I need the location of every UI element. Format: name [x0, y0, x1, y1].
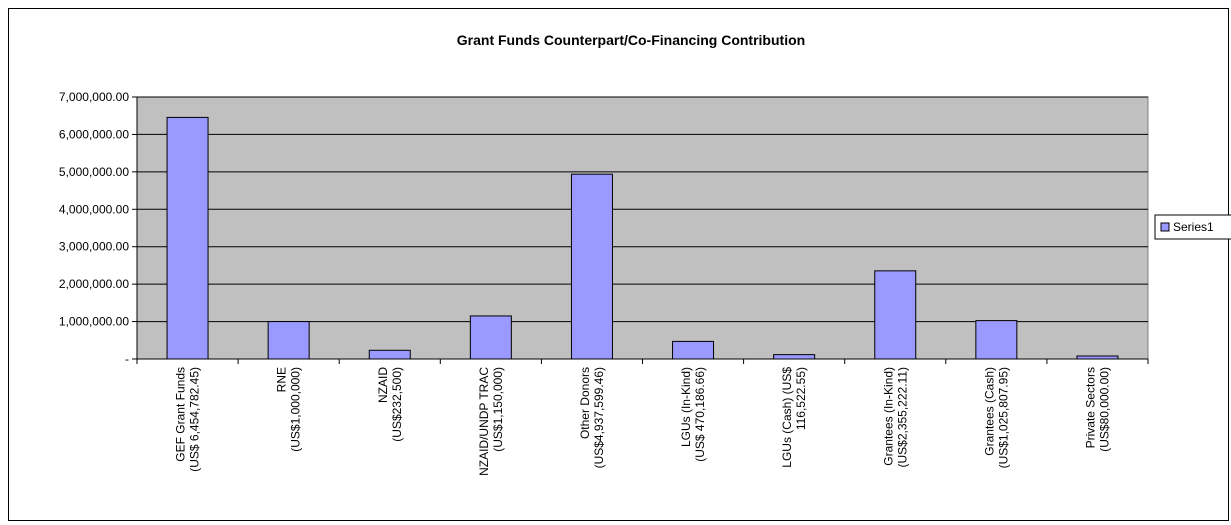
legend-label: Series1 [1173, 220, 1214, 234]
x-category-label-line: Other Donors [578, 367, 592, 439]
x-category-label-line: (US$ 6,454,782.45) [188, 367, 202, 472]
x-category-label-line: (US$80,000.00) [1097, 367, 1111, 452]
y-tick-label: 7,000,000.00 [59, 90, 129, 104]
x-category-label-line: (US$ 470,186.66) [693, 367, 707, 462]
x-category-label: Private Sectors (US$80,000.00) [1083, 367, 1111, 452]
x-category-label: NZAID (US$232,500) [376, 367, 404, 442]
x-category-label: GEF Grant Funds (US$ 6,454,782.45) [174, 367, 202, 472]
bar [773, 354, 816, 360]
x-category-label-line: (US$1,000,000) [289, 367, 303, 452]
x-category-label: NZAID/UNDP TRAC (US$1,150,000) [477, 367, 505, 476]
y-tick-label: 3,000,000.00 [59, 240, 129, 254]
bar [672, 340, 715, 360]
x-category-label-line: (US$4,937,599.46) [592, 367, 606, 468]
y-tick-label: 1,000,000.00 [59, 315, 129, 329]
bar [1076, 355, 1119, 360]
x-category-label-line: Grantees (Cash) [982, 367, 996, 456]
chart-title: Grant Funds Counterpart/Co-Financing Con… [457, 32, 805, 48]
x-category-label-line: LGUs (In-Kind) [679, 367, 693, 447]
x-category-label-line: Private Sectors [1083, 367, 1097, 448]
x-category-label-line: (US$1,025,807.95) [996, 367, 1010, 468]
plot-background [136, 96, 1149, 360]
x-category-label-line: LGUs (Cash) (US$ [780, 367, 794, 468]
bar [166, 116, 209, 360]
x-category-label-line: (US$2,355,222.11) [895, 367, 909, 468]
x-category-label-line: (US$232,500) [390, 367, 404, 442]
y-tick-label: 2,000,000.00 [59, 277, 129, 291]
bar [975, 320, 1018, 360]
x-category-label-line: NZAID [376, 367, 390, 403]
x-category-label: LGUs (In-Kind) (US$ 470,186.66) [679, 367, 707, 462]
x-category-label-line: (US$1,150,000) [491, 367, 505, 452]
y-tick-label: 5,000,000.00 [59, 165, 129, 179]
y-tick-label: - [125, 352, 129, 366]
x-category-label-line: GEF Grant Funds [174, 367, 188, 462]
x-category-label: Grantees (Cash) (US$1,025,807.95) [982, 367, 1010, 468]
x-category-label-line: 116,522.55) [794, 367, 808, 430]
plot-area: - 1,000,000.00 2,000,000.00 3,000,000.00 4,0… [59, 90, 1149, 476]
x-category-label-line: RNE [275, 367, 289, 392]
bar [469, 315, 512, 360]
legend-swatch [1160, 222, 1170, 232]
x-category-label: Other Donors (US$4,937,599.46) [578, 367, 606, 468]
legend: Series1 [1154, 214, 1231, 240]
bar [267, 321, 310, 360]
bar [368, 349, 411, 360]
x-category-label-line: Grantees (In-Kind) [881, 367, 895, 466]
x-category-label: Grantees (In-Kind) (US$2,355,222.11) [881, 367, 909, 468]
x-category-label: RNE (US$1,000,000) [275, 367, 303, 452]
bar [874, 270, 917, 360]
bar [570, 173, 613, 360]
x-category-label: LGUs (Cash) (US$ 116,522.55) [780, 367, 808, 468]
y-tick-label: 4,000,000.00 [59, 202, 129, 216]
y-tick-label: 6,000,000.00 [59, 127, 129, 141]
x-category-label-line: NZAID/UNDP TRAC [477, 367, 491, 476]
